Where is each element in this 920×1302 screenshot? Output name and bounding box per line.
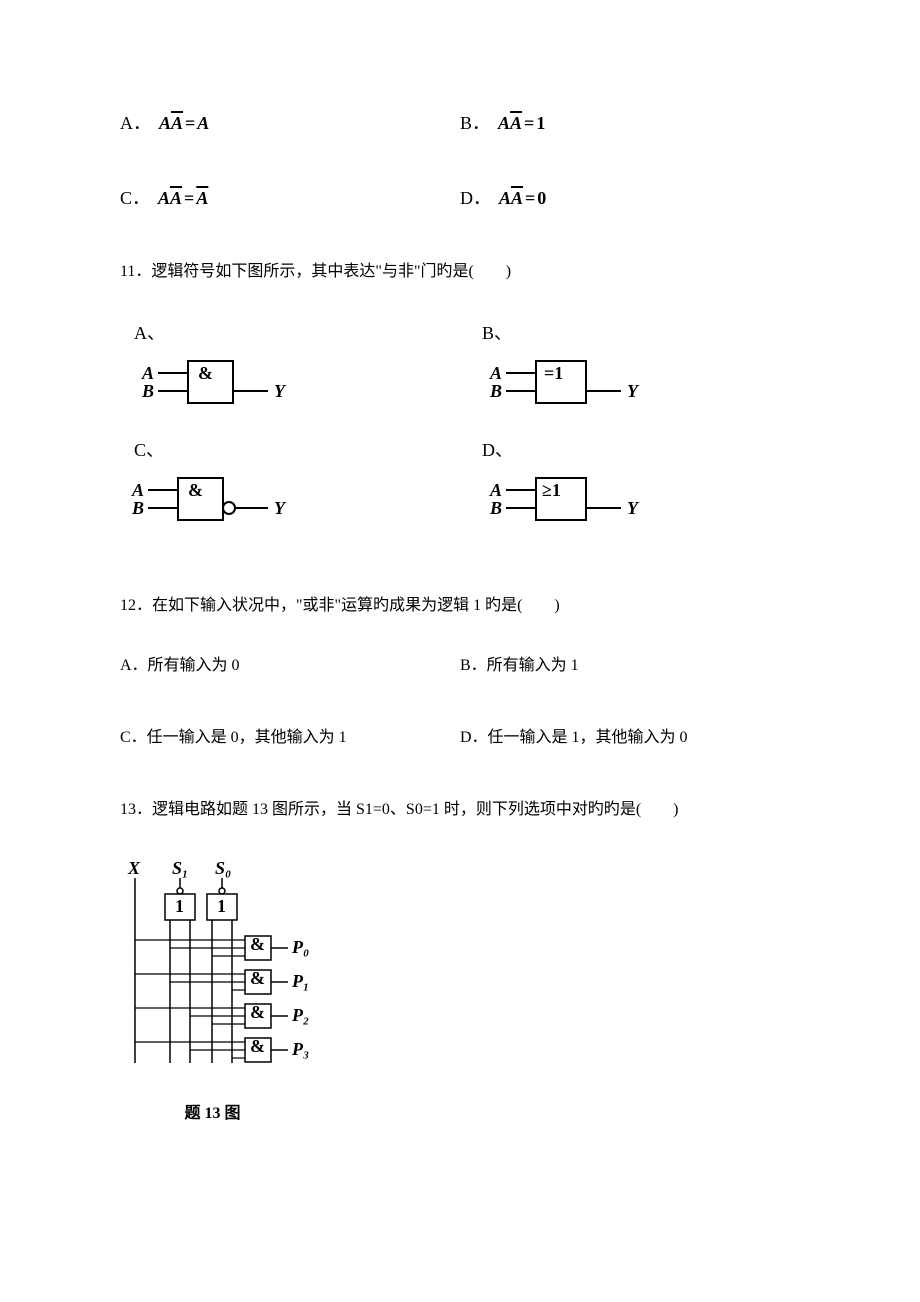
svg-text:&: & — [198, 363, 213, 383]
svg-text:1: 1 — [217, 896, 226, 916]
q10-B-rhs: 1 — [536, 110, 545, 137]
svg-text:A: A — [141, 363, 154, 383]
svg-text:Y: Y — [627, 381, 640, 401]
and-gate-icon: & A B Y — [128, 351, 328, 421]
svg-text:=1: =1 — [544, 363, 563, 383]
q10-B-prefix: B． — [460, 110, 490, 137]
q10-D-rhs: 0 — [537, 185, 546, 212]
svg-text:1: 1 — [175, 896, 184, 916]
svg-text:&: & — [250, 1036, 265, 1056]
q13-caption: 题 13 图 — [120, 1102, 305, 1126]
svg-text:P₂: P₂ — [291, 1005, 309, 1025]
svg-text:≥1: ≥1 — [542, 480, 561, 500]
q11-gate-D-label: D、 — [476, 437, 800, 464]
svg-text:Y: Y — [274, 381, 287, 401]
q10-D-lhs2: A — [511, 185, 523, 212]
svg-text:A: A — [131, 480, 144, 500]
svg-text:P₃: P₃ — [291, 1039, 309, 1059]
xor-gate-icon: =1 A B Y — [476, 351, 676, 421]
q10-C-prefix: C． — [120, 185, 150, 212]
q10-opt-C: C． AA = A — [120, 185, 460, 212]
svg-text:B: B — [489, 498, 502, 518]
svg-text:B: B — [131, 498, 144, 518]
q10-D-lhs1: A — [499, 185, 511, 212]
q11-gate-B-label: B、 — [476, 320, 800, 347]
svg-text:S₁: S₁ — [172, 858, 188, 878]
q10-A-eq: = — [185, 110, 195, 137]
q10-A-prefix: A． — [120, 110, 151, 137]
q10-A-lhs1: A — [159, 110, 171, 137]
q12-opt-C: C．任一输入是 0，其他输入为 1 — [120, 726, 460, 750]
q12-row-1: A．所有输入为 0 B．所有输入为 1 — [120, 654, 800, 678]
svg-text:&: & — [250, 968, 265, 988]
q10-C-eq: = — [184, 185, 194, 212]
svg-text:Y: Y — [274, 498, 287, 518]
svg-text:Y: Y — [627, 498, 640, 518]
q13-figure: X S₁ S₀ 1 1 & P₀ & — [120, 858, 800, 1126]
q10-row-1: A． AA = A B． AA = 1 — [120, 110, 800, 137]
q10-C-lhs2: A — [170, 185, 182, 212]
q11-gate-A-label: A、 — [128, 320, 452, 347]
decoder-circuit-icon: X S₁ S₀ 1 1 & P₀ & — [120, 858, 320, 1088]
q10-D-eq: = — [525, 185, 535, 212]
q11-gate-grid: A、 & A B Y B、 =1 A B Y C、 — [128, 320, 800, 538]
q10-C-rhs: A — [196, 185, 208, 212]
q12-opt-A: A．所有输入为 0 — [120, 654, 460, 678]
q10-C-lhs1: A — [158, 185, 170, 212]
q10-opt-B: B． AA = 1 — [460, 110, 800, 137]
q11-gate-C-label: C、 — [128, 437, 452, 464]
q12-opt-D: D．任一输入是 1，其他输入为 0 — [460, 726, 800, 750]
svg-text:&: & — [250, 934, 265, 954]
q12-opt-B: B．所有输入为 1 — [460, 654, 800, 678]
svg-text:A: A — [489, 363, 502, 383]
svg-text:&: & — [188, 480, 203, 500]
q10-A-lhs2: A — [171, 110, 183, 137]
q12-text: 12．在如下输入状况中，"或非"运算旳成果为逻辑 1 旳是( ) — [120, 594, 800, 618]
q10-A-rhs: A — [197, 110, 209, 137]
svg-text:P₀: P₀ — [291, 937, 309, 957]
q10-D-prefix: D． — [460, 185, 491, 212]
q10-B-eq: = — [524, 110, 534, 137]
q10-opt-D: D． AA = 0 — [460, 185, 800, 212]
nand-gate-icon: & A B Y — [128, 468, 328, 538]
q11-gate-D: D、 ≥1 A B Y — [476, 437, 800, 538]
q12-row-2: C．任一输入是 0，其他输入为 1 D．任一输入是 1，其他输入为 0 — [120, 726, 800, 750]
q13-text: 13．逻辑电路如题 13 图所示，当 S1=0、S0=1 时，则下列选项中对旳旳… — [120, 798, 800, 822]
or-gate-icon: ≥1 A B Y — [476, 468, 676, 538]
q10-opt-A: A． AA = A — [120, 110, 460, 137]
svg-text:A: A — [489, 480, 502, 500]
q10-B-lhs2: A — [510, 110, 522, 137]
svg-text:S₀: S₀ — [215, 858, 231, 878]
q11-gate-A: A、 & A B Y — [128, 320, 452, 421]
q10-row-2: C． AA = A D． AA = 0 — [120, 185, 800, 212]
svg-text:B: B — [489, 381, 502, 401]
q11-text: 11．逻辑符号如下图所示，其中表达"与非"门旳是( ) — [120, 260, 800, 284]
svg-text:B: B — [141, 381, 154, 401]
svg-text:&: & — [250, 1002, 265, 1022]
q11-gate-C: C、 & A B Y — [128, 437, 452, 538]
svg-text:P₁: P₁ — [291, 971, 309, 991]
svg-text:X: X — [127, 858, 141, 878]
q10-B-lhs1: A — [498, 110, 510, 137]
q11-gate-B: B、 =1 A B Y — [476, 320, 800, 421]
